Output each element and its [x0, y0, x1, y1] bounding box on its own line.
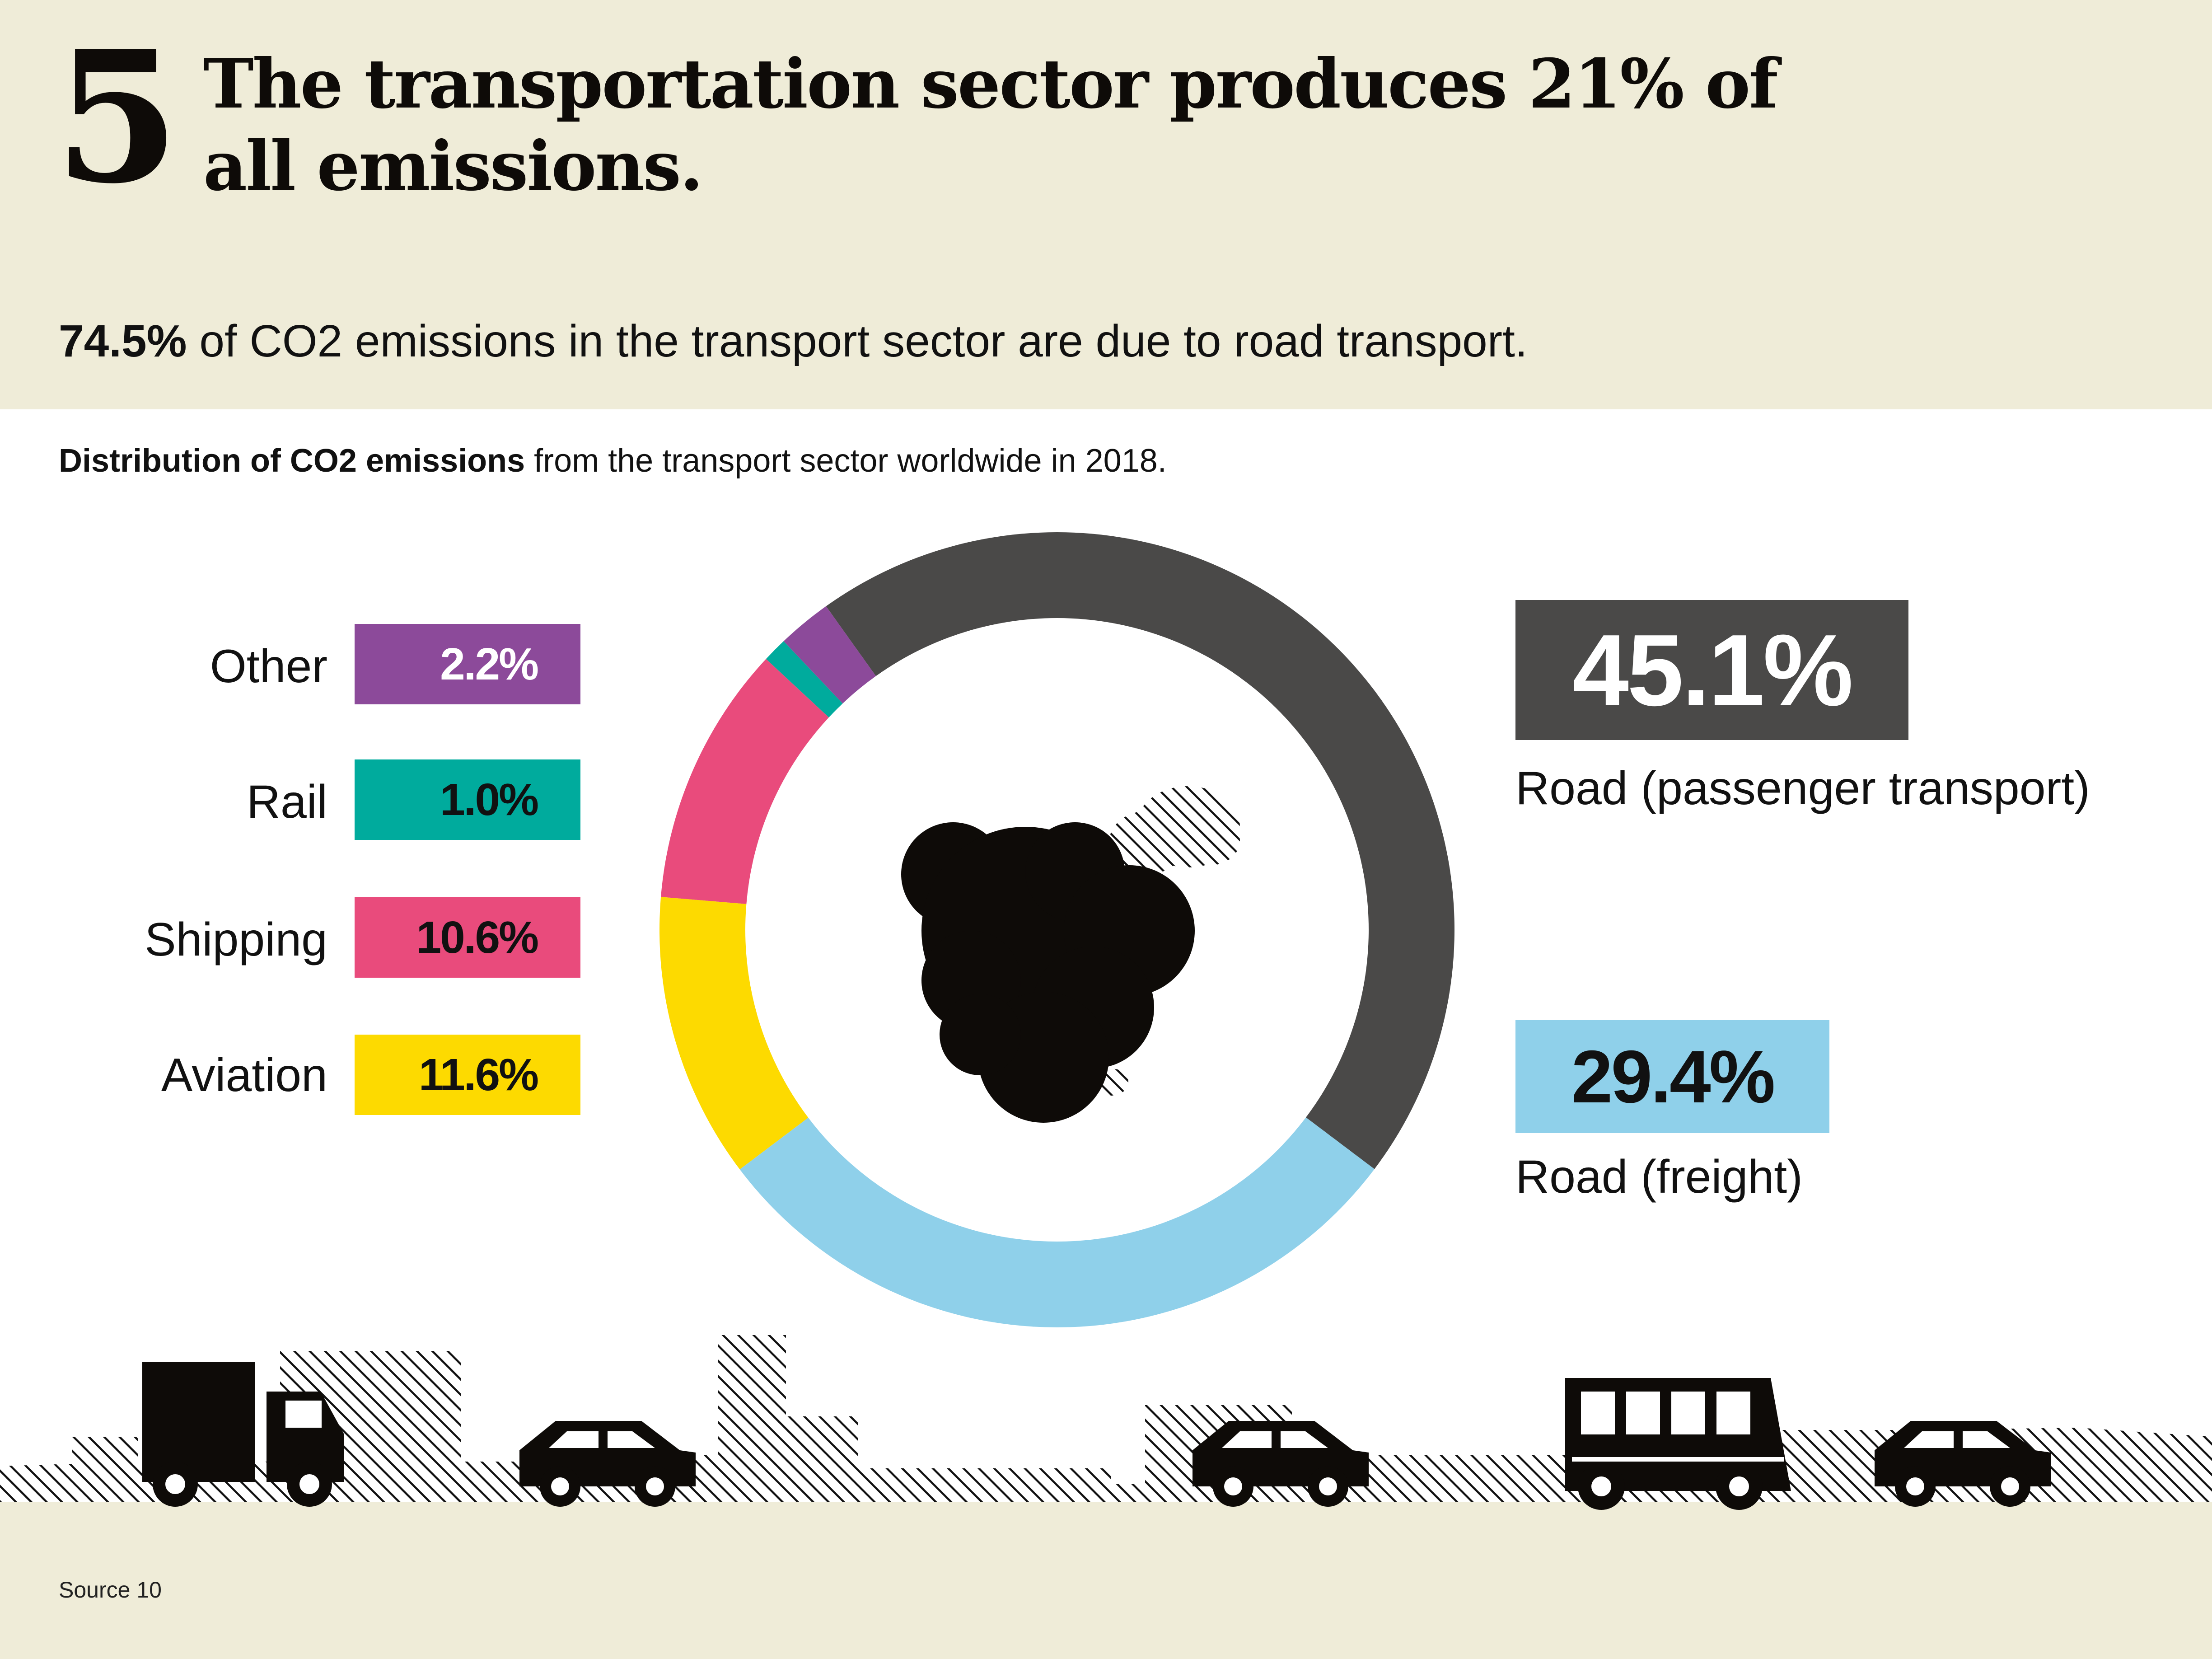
slice-road-freight [739, 1117, 1375, 1327]
caption-bold: Distribution of CO2 emissions [59, 443, 525, 479]
slice-rail [766, 641, 843, 717]
header-band [0, 0, 2212, 409]
slice-shipping [661, 659, 829, 904]
legend-value-shipping: 10.6% [355, 897, 580, 978]
slice-road-passenger [826, 532, 1454, 1169]
label-road-passenger: Road (passenger transport) [1515, 762, 2090, 815]
value-road-freight: 29.4% [1515, 1020, 1829, 1133]
page-subtitle: 74.5% of CO2 emissions in the transport … [59, 312, 1528, 370]
truck-icon [142, 1362, 344, 1507]
chart-caption: Distribution of CO2 emissions from the t… [59, 438, 1167, 483]
legend-label-rail: Rail [246, 776, 327, 828]
footer-band [0, 1502, 2212, 1659]
legend-label-other: Other [210, 640, 327, 693]
caption-text: from the transport sector worldwide in 2… [525, 443, 1167, 479]
subtitle-highlight: 74.5% [59, 316, 187, 366]
donut-chart [659, 532, 1454, 1327]
label-road-freight: Road (freight) [1515, 1151, 1803, 1203]
bus-icon [1565, 1378, 1791, 1510]
section-number: 5 [54, 11, 180, 224]
page-title: The transportation sector produces 21% o… [203, 44, 1778, 206]
co2-cloud-icon [901, 786, 1240, 1123]
legend-label-shipping: Shipping [145, 914, 327, 966]
legend-value-other: 2.2% [355, 624, 580, 704]
car-icon [519, 1421, 696, 1507]
slice-aviation [659, 897, 809, 1170]
legend-value-aviation: 11.6% [355, 1035, 580, 1115]
value-road-passenger: 45.1% [1515, 600, 1908, 740]
legend-value-rail: 1.0% [355, 759, 580, 840]
car-icon [1875, 1421, 2051, 1507]
legend-label-aviation: Aviation [161, 1049, 327, 1101]
car-icon [1193, 1421, 1369, 1507]
subtitle-text: of CO2 emissions in the transport sector… [187, 316, 1528, 366]
source-note: Source 10 [59, 1577, 162, 1603]
slice-other [783, 606, 876, 704]
